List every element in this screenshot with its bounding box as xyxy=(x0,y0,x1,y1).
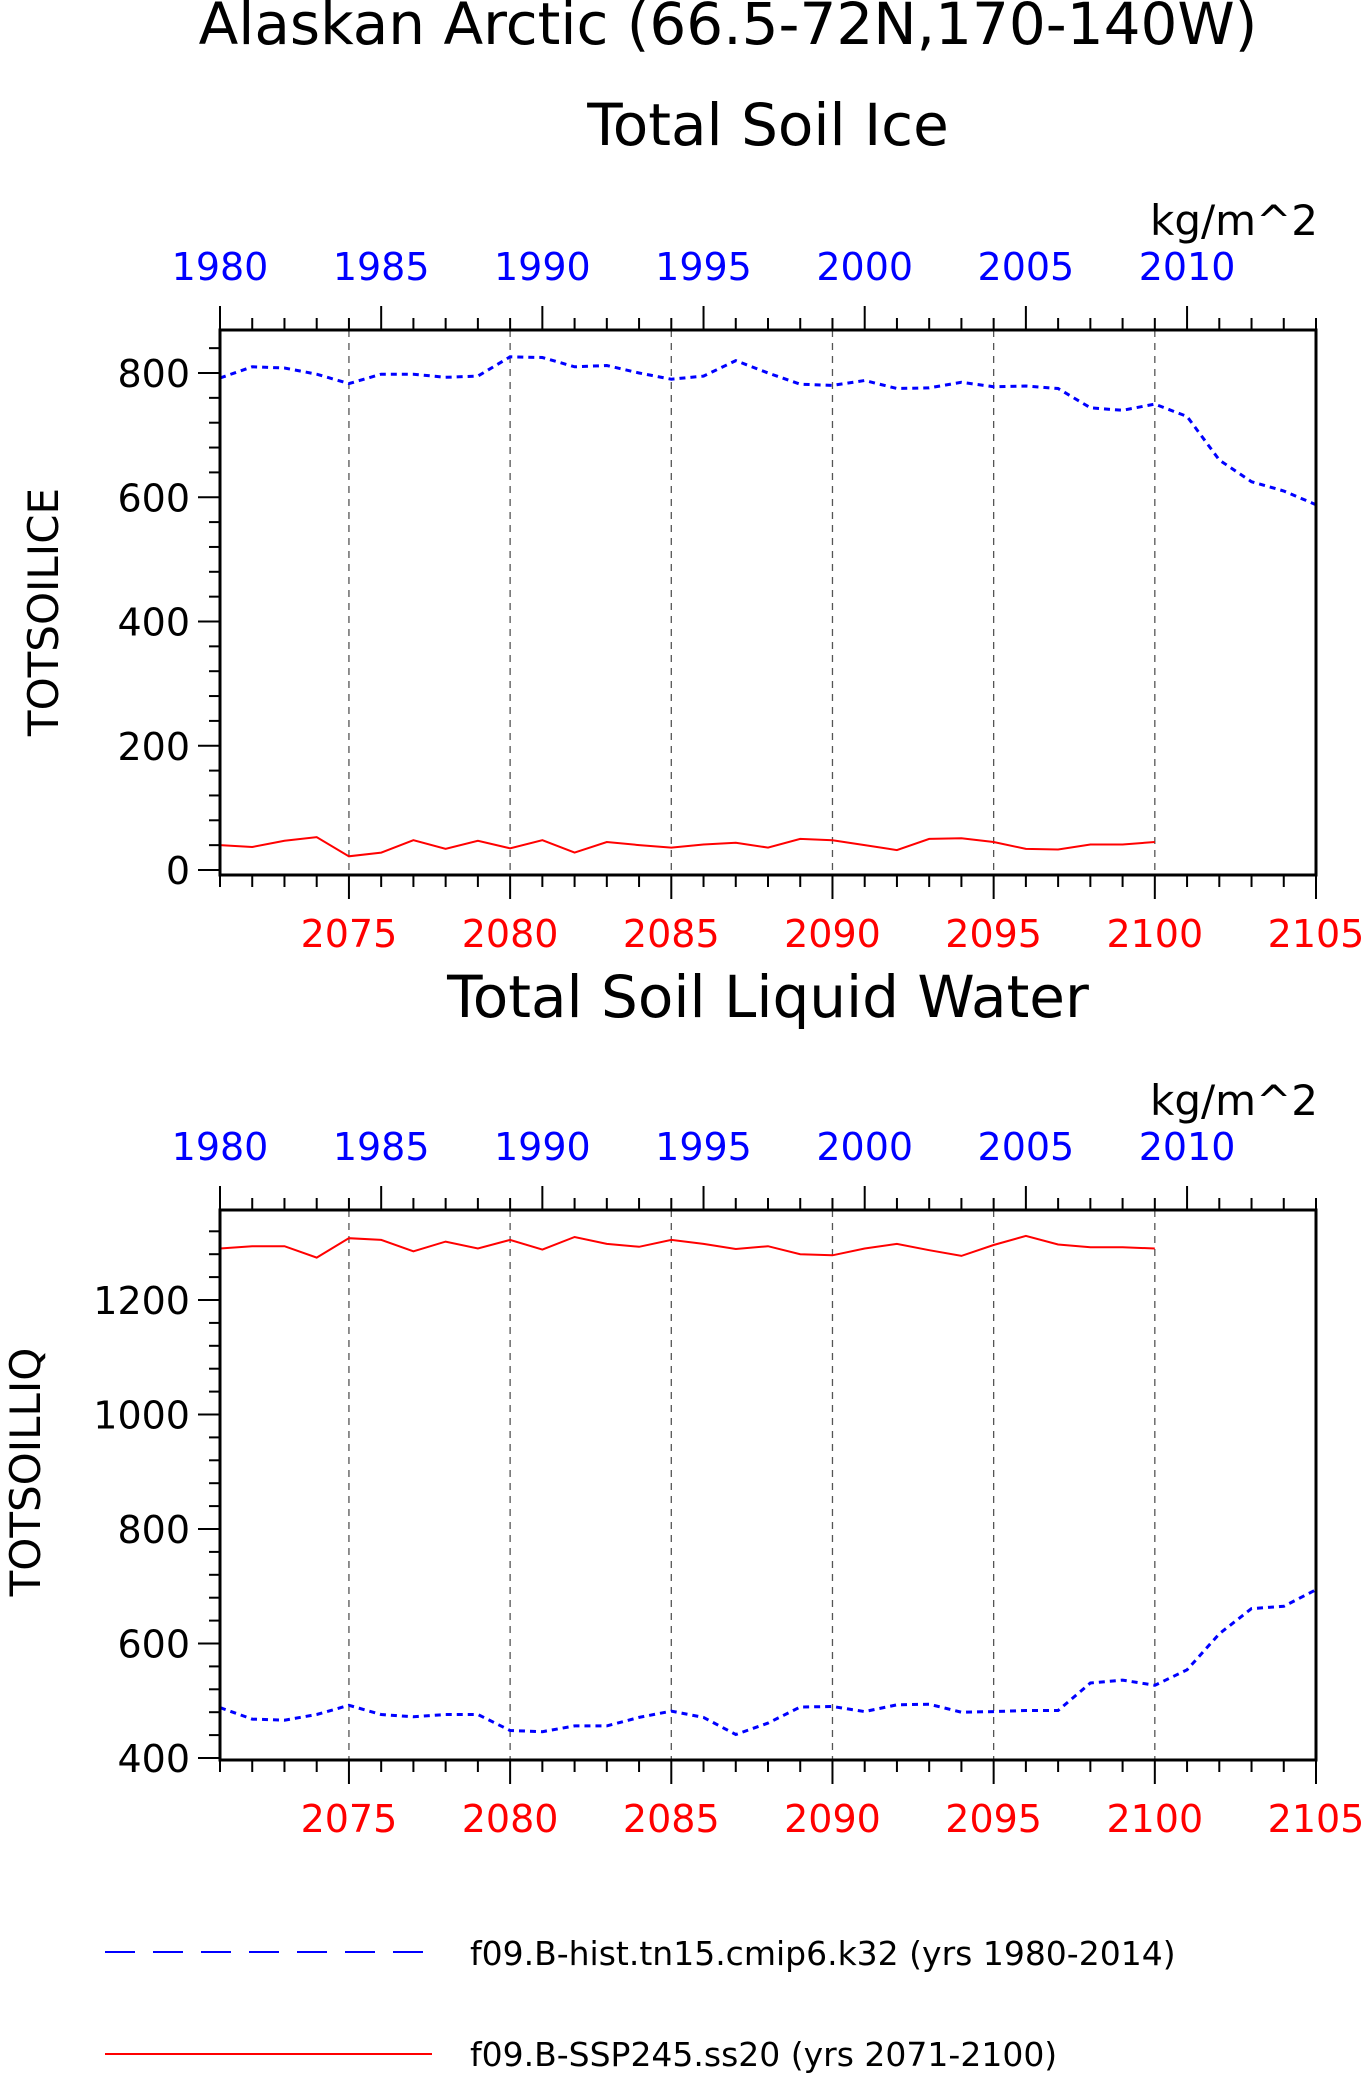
y-tick-label: 400 xyxy=(117,1737,190,1781)
y-axis-label: TOTSOILICE xyxy=(19,488,68,737)
top-tick-label: 1995 xyxy=(655,1125,752,1169)
top-tick-label: 2010 xyxy=(1139,1125,1236,1169)
figure-title: Alaskan Arctic (66.5-72N,170-140W) xyxy=(199,0,1258,58)
top-tick-label: 2000 xyxy=(816,1125,913,1169)
bottom-tick-label: 2085 xyxy=(623,912,720,956)
legend: f09.B-hist.tn15.cmip6.k32 (yrs 1980-2014… xyxy=(105,1934,1176,2074)
axes-layer: 0 200 400 600 800 1980 1985 1990 1995 2000 2005 201… xyxy=(117,245,1364,956)
top-tick-label: 2010 xyxy=(1139,245,1236,289)
bottom-tick-label: 2075 xyxy=(301,912,398,956)
series-line-hist xyxy=(219,1588,1317,1737)
bottom-tick-label: 2075 xyxy=(301,1797,398,1841)
series-line-ssp xyxy=(219,836,1155,858)
series-layer xyxy=(219,1234,1317,1737)
panel-title: Total Soil Liquid Water xyxy=(446,963,1089,1031)
series-line-ssp xyxy=(219,1234,1155,1259)
top-tick-label: 1985 xyxy=(333,1125,430,1169)
series-layer xyxy=(219,355,1317,858)
plot-frame xyxy=(218,1208,1318,1762)
top-tick-label: 1990 xyxy=(494,245,591,289)
panel-soil-liquid: Total Soil Liquid Water kg/m^2 TOTSOILLI… xyxy=(1,963,1364,1841)
bottom-tick-label: 2105 xyxy=(1268,912,1365,956)
top-tick-label: 2005 xyxy=(978,245,1075,289)
plot-frame xyxy=(218,328,1318,877)
top-tick-label: 1980 xyxy=(172,245,269,289)
panel-soil-ice: Total Soil Ice kg/m^2 TOTSOILICE 0 200 400… xyxy=(19,91,1364,956)
panel-title: Total Soil Ice xyxy=(586,91,949,159)
series-line-hist xyxy=(219,355,1317,507)
y-tick-label: 600 xyxy=(117,476,190,520)
top-tick-label: 1980 xyxy=(172,1125,269,1169)
grid-lines xyxy=(348,330,1156,875)
legend-label-hist: f09.B-hist.tn15.cmip6.k32 (yrs 1980-2014… xyxy=(470,1934,1176,1973)
y-tick-label: 800 xyxy=(117,1508,190,1552)
grid-lines xyxy=(348,1210,1156,1760)
bottom-tick-label: 2090 xyxy=(784,1797,881,1841)
y-tick-label: 400 xyxy=(117,601,190,645)
bottom-tick-label: 2100 xyxy=(1106,1797,1203,1841)
top-tick-label: 1990 xyxy=(494,1125,591,1169)
bottom-tick-label: 2080 xyxy=(462,912,559,956)
bottom-tick-label: 2105 xyxy=(1268,1797,1365,1841)
axes-layer: 400 600 800 1000 1200 1980 1985 1990 1995 2000 200… xyxy=(93,1125,1364,1841)
y-tick-label: 200 xyxy=(117,725,190,769)
y-tick-label: 600 xyxy=(117,1623,190,1667)
bottom-tick-label: 2095 xyxy=(945,912,1042,956)
y-tick-label: 0 xyxy=(166,849,190,893)
top-tick-label: 1995 xyxy=(655,245,752,289)
bottom-tick-label: 2100 xyxy=(1106,912,1203,956)
top-tick-label: 2005 xyxy=(978,1125,1075,1169)
units-label: kg/m^2 xyxy=(1150,1076,1318,1125)
units-label: kg/m^2 xyxy=(1150,196,1318,245)
bottom-tick-label: 2080 xyxy=(462,1797,559,1841)
y-tick-label: 1200 xyxy=(93,1279,190,1323)
bottom-tick-label: 2095 xyxy=(945,1797,1042,1841)
y-axis-label: TOTSOILLIQ xyxy=(1,1348,50,1598)
bottom-tick-label: 2085 xyxy=(623,1797,720,1841)
top-tick-label: 2000 xyxy=(816,245,913,289)
legend-label-ssp: f09.B-SSP245.ss20 (yrs 2071-2100) xyxy=(470,2035,1057,2074)
top-tick-label: 1985 xyxy=(333,245,430,289)
y-tick-label: 800 xyxy=(117,352,190,396)
y-tick-label: 1000 xyxy=(93,1394,190,1438)
bottom-tick-label: 2090 xyxy=(784,912,881,956)
